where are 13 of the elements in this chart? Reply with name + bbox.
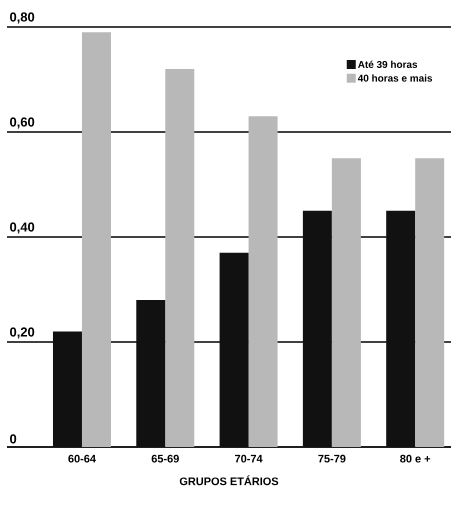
x-tick-label: 70-74 — [235, 454, 263, 463]
y-tick-label: 0,40 — [10, 222, 34, 234]
x-tick-label: 75-79 — [318, 454, 346, 463]
y-tick-label: 0,60 — [10, 117, 34, 128]
x-axis-title: GRUPOS ETÁRIOS — [180, 475, 278, 486]
y-tick-label: 0,20 — [10, 327, 34, 338]
x-tick-label: 80 e + — [400, 454, 430, 463]
legend-label: 40 horas e mais — [358, 74, 432, 82]
y-tick-label: 0 — [10, 434, 16, 444]
x-tick-label: 65-69 — [152, 454, 179, 463]
legend-label: Até 39 horas — [358, 60, 418, 68]
y-tick-label: 0,80 — [10, 12, 34, 24]
x-tick-label: 60-64 — [68, 454, 96, 463]
